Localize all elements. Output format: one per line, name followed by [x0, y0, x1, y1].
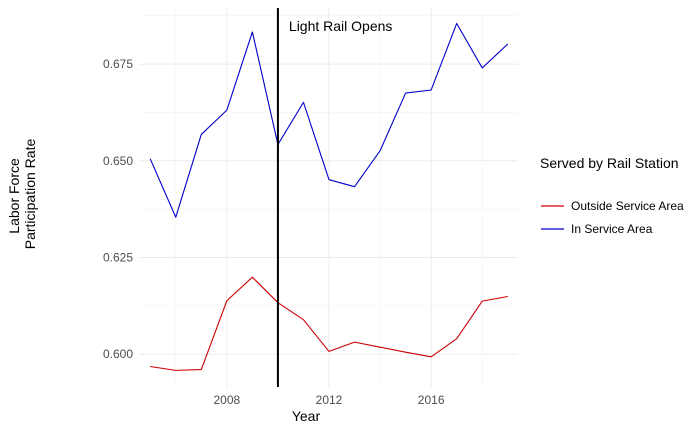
- y-tick-label: 0.675: [103, 57, 133, 71]
- series-line-outside-service-area: [150, 276, 508, 371]
- y-tick-label: 0.625: [103, 250, 133, 264]
- y-tick-label: 0.650: [103, 154, 133, 168]
- legend-label-in-service-area: In Service Area: [571, 222, 653, 236]
- series-lines: [149, 22, 509, 371]
- y-axis-title: Labor Force Participation Rate: [6, 139, 38, 250]
- x-axis-ticks: 2008 2012 2016: [213, 393, 444, 407]
- legend-label-outside-service-area: Outside Service Area: [571, 199, 684, 213]
- annotation-layer: Light Rail Opens: [276, 8, 393, 387]
- series-line-in-service-area: [149, 22, 509, 218]
- legend-title: Served by Rail Station: [540, 155, 679, 171]
- x-tick-label: 2016: [418, 393, 445, 407]
- legend: Served by Rail Station Outside Service A…: [540, 155, 684, 236]
- light-rail-opens-label: Light Rail Opens: [289, 18, 393, 34]
- x-tick-label: 2008: [213, 393, 240, 407]
- y-axis-title-line-1: Labor Force: [6, 158, 22, 234]
- x-tick-label: 2012: [316, 393, 343, 407]
- x-axis-title: Year: [292, 408, 321, 424]
- y-tick-label: 0.600: [103, 347, 133, 361]
- grid: [140, 8, 518, 387]
- y-axis-ticks: 0.600 0.625 0.650 0.675: [103, 57, 133, 361]
- y-axis-title-line-2: Participation Rate: [22, 139, 38, 250]
